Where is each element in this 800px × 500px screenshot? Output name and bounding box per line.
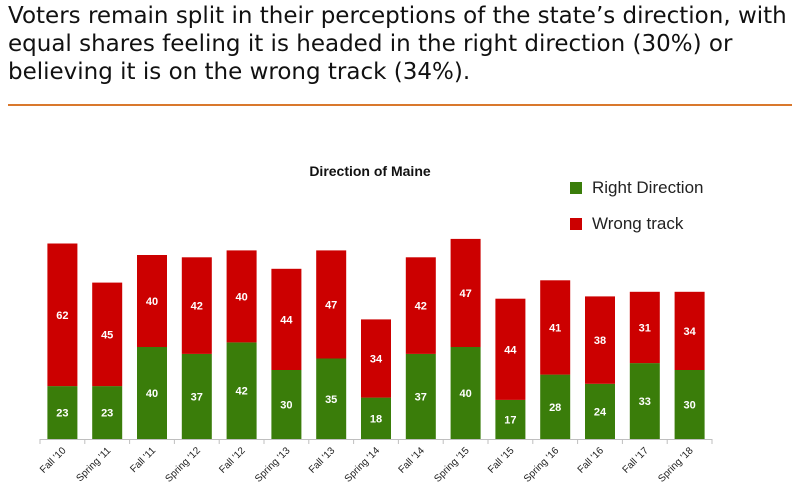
data-label-right-direction: 23 xyxy=(101,408,113,420)
bar-right-direction xyxy=(674,370,705,439)
x-tick-label: Fall '11 xyxy=(128,445,158,475)
bar-right-direction xyxy=(405,353,436,439)
legend-swatch-wrong-track xyxy=(570,218,582,230)
data-label-wrong-track: 31 xyxy=(639,322,651,334)
bar-right-direction xyxy=(226,342,257,439)
x-tick-label: Spring '18 xyxy=(656,445,696,485)
bar-wrong-track xyxy=(450,238,481,347)
data-label-right-direction: 33 xyxy=(639,396,651,408)
data-label-right-direction: 30 xyxy=(280,400,292,412)
bar-wrong-track xyxy=(92,282,123,387)
bar-wrong-track xyxy=(226,250,257,343)
data-label-wrong-track: 38 xyxy=(594,335,606,347)
bar-right-direction xyxy=(181,353,212,439)
bar-wrong-track xyxy=(137,255,167,347)
x-tick-label: Fall '15 xyxy=(486,445,517,476)
x-tick-label: Spring '11 xyxy=(74,445,113,484)
bar-right-direction xyxy=(316,358,347,439)
bar-right-direction xyxy=(47,386,78,439)
bar-wrong-track xyxy=(47,243,78,387)
data-label-wrong-track: 47 xyxy=(459,288,471,300)
data-label-wrong-track: 47 xyxy=(325,299,337,311)
bar-right-direction xyxy=(361,397,391,439)
legend-item-right-direction: Right Direction xyxy=(570,170,704,206)
chart-title: Direction of Maine xyxy=(309,163,431,179)
bar-right-direction xyxy=(271,370,302,439)
bar-wrong-track xyxy=(271,268,302,370)
bar-wrong-track xyxy=(540,280,571,375)
bar-right-direction xyxy=(540,374,571,439)
bar-right-direction xyxy=(585,383,615,439)
data-label-right-direction: 35 xyxy=(325,394,337,406)
x-tick-label: Fall '10 xyxy=(38,445,69,476)
x-tick-label: Fall '12 xyxy=(217,445,248,476)
data-label-wrong-track: 45 xyxy=(101,329,113,341)
x-tick-label: Spring '14 xyxy=(343,445,383,485)
x-tick-label: Spring '13 xyxy=(253,445,293,485)
data-label-right-direction: 30 xyxy=(683,400,695,412)
data-label-right-direction: 23 xyxy=(56,408,68,420)
x-tick-label: Spring '12 xyxy=(164,445,204,485)
data-label-right-direction: 42 xyxy=(235,386,247,398)
bar-right-direction xyxy=(495,399,526,439)
data-label-right-direction: 24 xyxy=(594,406,607,418)
x-tick-label: Fall '17 xyxy=(621,445,652,476)
data-label-wrong-track: 42 xyxy=(191,301,203,313)
x-tick-label: Fall '14 xyxy=(397,445,428,476)
bar-wrong-track xyxy=(405,257,436,354)
bar-wrong-track xyxy=(585,296,615,384)
x-tick-label: Spring '16 xyxy=(522,445,562,485)
chart-legend: Right Direction Wrong track xyxy=(570,170,704,242)
x-tick-label: Fall '13 xyxy=(307,445,338,476)
bar-wrong-track xyxy=(674,291,705,370)
data-label-wrong-track: 42 xyxy=(415,301,427,313)
headline: Voters remain split in their perceptions… xyxy=(8,3,787,85)
bar-wrong-track xyxy=(361,319,391,398)
data-label-wrong-track: 34 xyxy=(683,326,696,338)
legend-item-wrong-track: Wrong track xyxy=(570,206,704,242)
x-tick-label: Spring '15 xyxy=(432,445,472,485)
data-label-right-direction: 17 xyxy=(504,414,516,426)
data-label-wrong-track: 40 xyxy=(235,291,247,303)
data-label-wrong-track: 44 xyxy=(280,314,293,326)
bar-wrong-track xyxy=(316,250,347,359)
legend-label-right-direction: Right Direction xyxy=(592,178,704,197)
x-tick-label: Fall '16 xyxy=(576,445,607,476)
bar-right-direction xyxy=(450,347,481,439)
bar-right-direction xyxy=(629,363,660,439)
data-label-right-direction: 28 xyxy=(549,402,561,414)
data-label-right-direction: 40 xyxy=(459,388,471,400)
data-label-right-direction: 40 xyxy=(146,388,158,400)
data-label-right-direction: 37 xyxy=(191,391,203,403)
data-label-right-direction: 18 xyxy=(370,413,382,425)
legend-label-wrong-track: Wrong track xyxy=(592,214,684,233)
data-label-right-direction: 37 xyxy=(415,391,427,403)
divider-rule xyxy=(8,104,792,106)
data-label-wrong-track: 44 xyxy=(504,344,517,356)
bar-wrong-track xyxy=(629,291,660,364)
bar-right-direction xyxy=(92,386,123,439)
legend-swatch-right-direction xyxy=(570,182,582,194)
data-label-wrong-track: 62 xyxy=(56,310,68,322)
data-label-wrong-track: 34 xyxy=(370,354,383,366)
bar-right-direction xyxy=(137,347,167,439)
data-label-wrong-track: 40 xyxy=(146,296,158,308)
data-label-wrong-track: 41 xyxy=(549,322,561,334)
bar-wrong-track xyxy=(495,298,526,400)
bar-wrong-track xyxy=(181,257,212,354)
